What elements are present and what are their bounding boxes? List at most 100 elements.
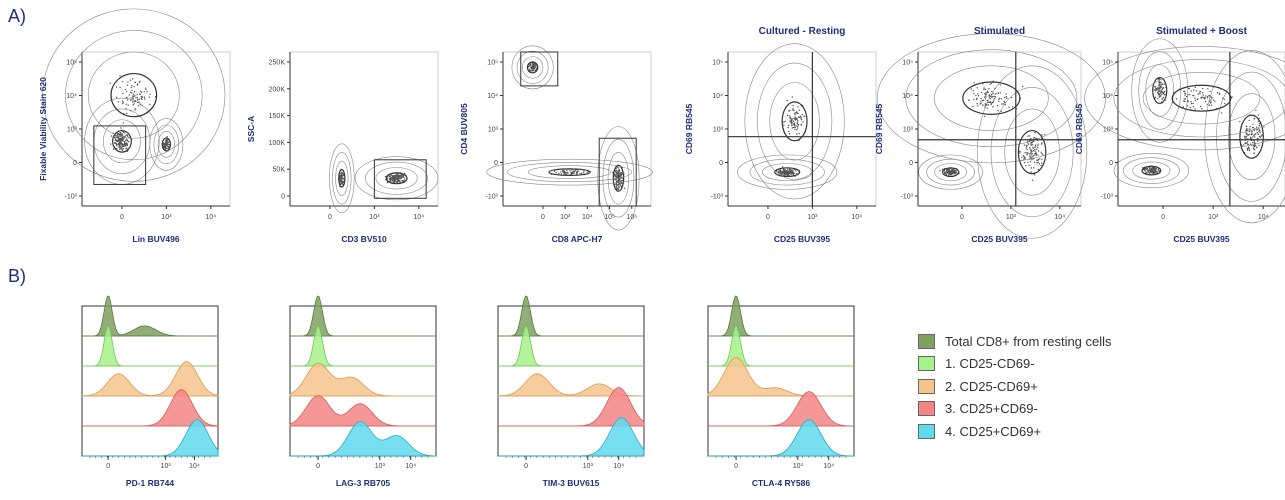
event-dot xyxy=(532,67,534,69)
event-dot xyxy=(976,87,978,89)
event-dot xyxy=(1026,148,1028,151)
event-dot xyxy=(120,127,122,129)
histogram-legend: Total CD8+ from resting cells 1. CD25-CD… xyxy=(918,330,1112,443)
event-dot xyxy=(1258,128,1260,130)
plot-frame xyxy=(727,51,877,207)
event-dot xyxy=(621,177,623,179)
event-dot xyxy=(1150,168,1153,170)
event-dot xyxy=(125,145,127,147)
event-dot xyxy=(1214,100,1216,103)
event-dot xyxy=(620,172,623,174)
density-contour xyxy=(385,172,408,185)
histogram-series-area xyxy=(290,421,437,457)
event-dot xyxy=(125,138,128,140)
event-dot xyxy=(1031,153,1034,155)
event-dot xyxy=(983,88,985,91)
event-dot xyxy=(1034,148,1036,151)
event-dot xyxy=(1155,89,1157,91)
event-dot xyxy=(566,172,568,174)
event-dot xyxy=(1202,92,1204,94)
event-dot xyxy=(1040,164,1042,167)
event-dot xyxy=(115,136,118,139)
plot-title: Cultured - Resting xyxy=(759,26,846,37)
event-dot xyxy=(534,66,536,68)
y-tick-label: -10³ xyxy=(65,194,78,201)
density-contour xyxy=(942,167,960,178)
event-dot xyxy=(787,126,789,129)
event-dot xyxy=(340,181,342,184)
event-dot xyxy=(797,106,799,108)
event-dot xyxy=(1162,93,1165,95)
event-dot xyxy=(794,116,796,118)
density-contour xyxy=(516,50,549,84)
event-dot xyxy=(1156,87,1159,89)
event-dot xyxy=(617,174,619,176)
event-dot xyxy=(119,131,122,134)
event-dot xyxy=(1196,98,1199,101)
event-dot xyxy=(1028,135,1031,137)
event-dot xyxy=(125,148,127,150)
density-contour xyxy=(769,82,820,161)
event-dot xyxy=(1188,87,1190,90)
event-dot xyxy=(796,128,798,131)
event-dot xyxy=(1254,149,1256,151)
density-contour xyxy=(990,87,1074,218)
event-dot xyxy=(1256,129,1258,131)
event-dot xyxy=(791,124,793,126)
histogram-plot: 0 10³ 10⁴ TIM-3 BUV615 xyxy=(497,295,645,488)
plot-frame xyxy=(81,51,231,207)
event-dot xyxy=(1184,92,1186,94)
x-tick-label: 10³ xyxy=(375,463,386,470)
event-dot xyxy=(1194,86,1197,89)
event-dot xyxy=(386,181,389,184)
x-tick-label: 0 xyxy=(766,214,770,221)
event-dot xyxy=(530,67,533,69)
event-dot xyxy=(797,116,800,118)
histogram-series-area xyxy=(289,362,436,397)
event-dot xyxy=(579,172,581,175)
event-dot xyxy=(618,172,621,175)
event-dot xyxy=(1222,97,1224,99)
event-dot xyxy=(618,170,621,173)
event-dot xyxy=(138,105,140,107)
plot-title: Stimulated + Boost xyxy=(1156,26,1248,37)
event-dot xyxy=(1000,110,1002,112)
event-dot xyxy=(619,182,621,185)
event-dot xyxy=(1163,94,1166,96)
event-dot xyxy=(1194,99,1197,102)
event-dot xyxy=(339,172,342,174)
y-tick-label: 0 xyxy=(281,194,285,201)
event-dot xyxy=(1032,137,1035,139)
event-dot xyxy=(996,92,998,95)
event-dot xyxy=(1031,179,1034,181)
density-contour xyxy=(876,33,1106,164)
event-dot xyxy=(119,75,121,77)
event-dot xyxy=(800,117,802,119)
event-dot xyxy=(129,79,132,81)
density-contour xyxy=(149,118,184,171)
event-dot xyxy=(535,68,538,70)
event-dot xyxy=(1150,167,1153,169)
event-dot xyxy=(1157,92,1160,94)
event-dot xyxy=(1252,145,1255,147)
event-dot xyxy=(1144,170,1147,172)
event-dot xyxy=(781,172,783,174)
event-dot xyxy=(114,136,116,139)
event-dot xyxy=(1263,126,1265,128)
event-dot xyxy=(566,169,568,172)
event-dot xyxy=(121,140,123,142)
event-dot xyxy=(793,117,795,120)
event-dot xyxy=(615,169,617,172)
event-dot xyxy=(1147,169,1149,171)
x-tick-label: 10³ xyxy=(807,214,818,221)
legend-swatch xyxy=(918,423,935,439)
density-contour xyxy=(1227,93,1276,181)
event-dot xyxy=(793,109,795,112)
event-dot xyxy=(796,173,798,175)
density-contour xyxy=(737,154,838,190)
event-dot xyxy=(615,183,617,185)
event-dot xyxy=(1035,151,1037,154)
event-dot xyxy=(1027,140,1029,142)
event-dot xyxy=(1163,91,1165,94)
event-dot xyxy=(148,96,151,98)
